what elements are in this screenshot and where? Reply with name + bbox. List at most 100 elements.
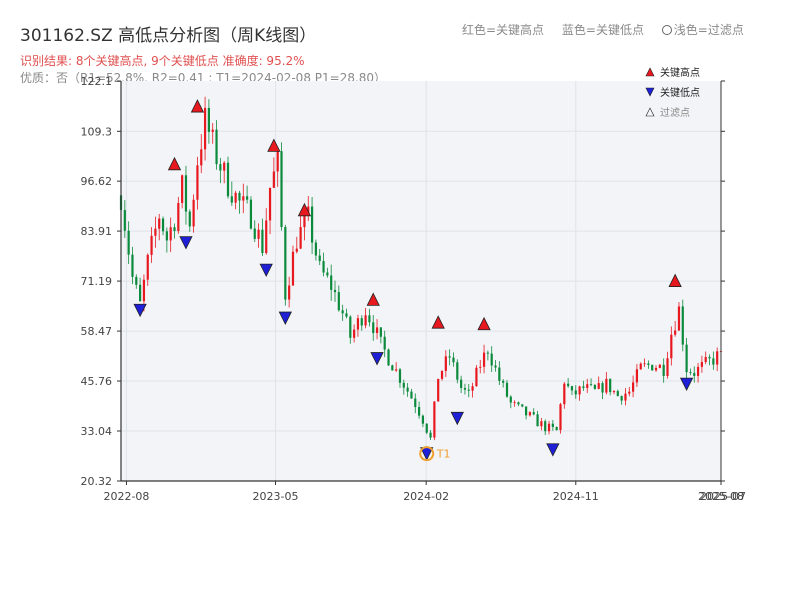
candle bbox=[578, 385, 581, 401]
candle-body bbox=[670, 334, 673, 359]
candle bbox=[368, 308, 371, 327]
candle bbox=[387, 348, 390, 366]
candle bbox=[406, 383, 409, 397]
candle-body bbox=[609, 378, 612, 393]
candle-body bbox=[559, 404, 562, 431]
candle bbox=[333, 280, 337, 302]
candle bbox=[215, 120, 218, 170]
candle-body bbox=[544, 421, 547, 432]
candle bbox=[291, 245, 295, 286]
candle bbox=[326, 267, 329, 278]
candle bbox=[150, 227, 153, 263]
candle bbox=[609, 378, 612, 396]
candle bbox=[429, 429, 432, 440]
candle-body bbox=[490, 353, 493, 366]
legend-label: 关键低点 bbox=[660, 86, 700, 99]
candle bbox=[238, 190, 241, 214]
candle bbox=[589, 378, 593, 387]
candle-body bbox=[612, 391, 616, 393]
candle-body bbox=[494, 365, 497, 368]
candle-body bbox=[528, 412, 532, 416]
candle bbox=[322, 252, 325, 277]
candle-body bbox=[651, 364, 654, 371]
candle bbox=[181, 174, 184, 209]
candle-body bbox=[716, 351, 719, 365]
candle bbox=[139, 277, 142, 302]
candle bbox=[639, 362, 642, 370]
candle-body bbox=[475, 367, 478, 387]
candle-body bbox=[219, 164, 222, 171]
candle bbox=[230, 181, 233, 206]
candle bbox=[177, 196, 180, 234]
candle-body bbox=[444, 356, 447, 371]
key-high-marker bbox=[477, 316, 491, 331]
candle-body bbox=[437, 378, 440, 402]
candle-body bbox=[291, 251, 295, 286]
candle bbox=[135, 274, 138, 289]
candle-body bbox=[142, 279, 146, 302]
candle-body bbox=[563, 383, 566, 405]
candle bbox=[532, 408, 535, 416]
candle-body bbox=[146, 254, 149, 280]
key-high-marker bbox=[668, 273, 682, 287]
candle bbox=[364, 308, 367, 329]
candle bbox=[482, 344, 486, 374]
candle-body bbox=[624, 393, 627, 401]
candle-body bbox=[169, 227, 172, 241]
candle bbox=[169, 217, 172, 253]
candle-body bbox=[127, 230, 130, 255]
candle bbox=[651, 364, 654, 371]
candle bbox=[521, 404, 524, 408]
candle bbox=[502, 379, 505, 388]
candle bbox=[635, 364, 639, 387]
legend-red-text: 红色=关键高点 bbox=[462, 23, 545, 37]
top-legend: 红色=关键高点 蓝色=关键低点 浅色=过滤点 bbox=[462, 21, 758, 38]
candle bbox=[674, 320, 677, 337]
candle bbox=[146, 253, 149, 286]
candle bbox=[517, 401, 520, 407]
key-low-marker bbox=[133, 303, 147, 318]
candle-body bbox=[135, 276, 138, 285]
candle bbox=[379, 327, 382, 344]
candle-body bbox=[601, 383, 604, 393]
candle bbox=[696, 363, 700, 383]
candle bbox=[265, 208, 268, 255]
candle-body bbox=[578, 386, 581, 395]
candle-body bbox=[708, 356, 711, 359]
key-high-marker bbox=[190, 99, 205, 113]
candle-body bbox=[391, 365, 394, 371]
candle bbox=[567, 378, 570, 388]
t1-label: T1 bbox=[436, 448, 451, 461]
candle bbox=[456, 359, 459, 384]
candle-body bbox=[551, 423, 554, 427]
candle-body bbox=[433, 401, 436, 438]
candle-body bbox=[242, 196, 245, 201]
candle-body bbox=[349, 316, 352, 338]
candle-body bbox=[674, 330, 677, 335]
candle bbox=[528, 411, 532, 417]
candle bbox=[486, 350, 489, 361]
candle bbox=[200, 134, 203, 174]
candle bbox=[490, 346, 493, 372]
candle-body bbox=[268, 187, 272, 221]
candle-body bbox=[131, 254, 134, 277]
candle bbox=[662, 358, 665, 383]
candle bbox=[356, 314, 360, 337]
candle-body bbox=[196, 165, 199, 200]
candle-body bbox=[574, 390, 577, 395]
candle bbox=[223, 161, 226, 184]
candle bbox=[670, 326, 673, 366]
candle bbox=[471, 382, 474, 398]
key-high-marker bbox=[267, 138, 281, 152]
candle bbox=[563, 382, 566, 409]
candle bbox=[158, 213, 161, 241]
candle-body bbox=[662, 364, 665, 376]
candle-body bbox=[456, 362, 459, 380]
key-high-marker bbox=[297, 202, 312, 217]
candle-body bbox=[173, 227, 176, 232]
candle bbox=[547, 420, 551, 435]
candle bbox=[654, 365, 658, 372]
candle-body bbox=[570, 386, 574, 391]
candle-body bbox=[547, 423, 551, 432]
candle bbox=[310, 197, 314, 254]
